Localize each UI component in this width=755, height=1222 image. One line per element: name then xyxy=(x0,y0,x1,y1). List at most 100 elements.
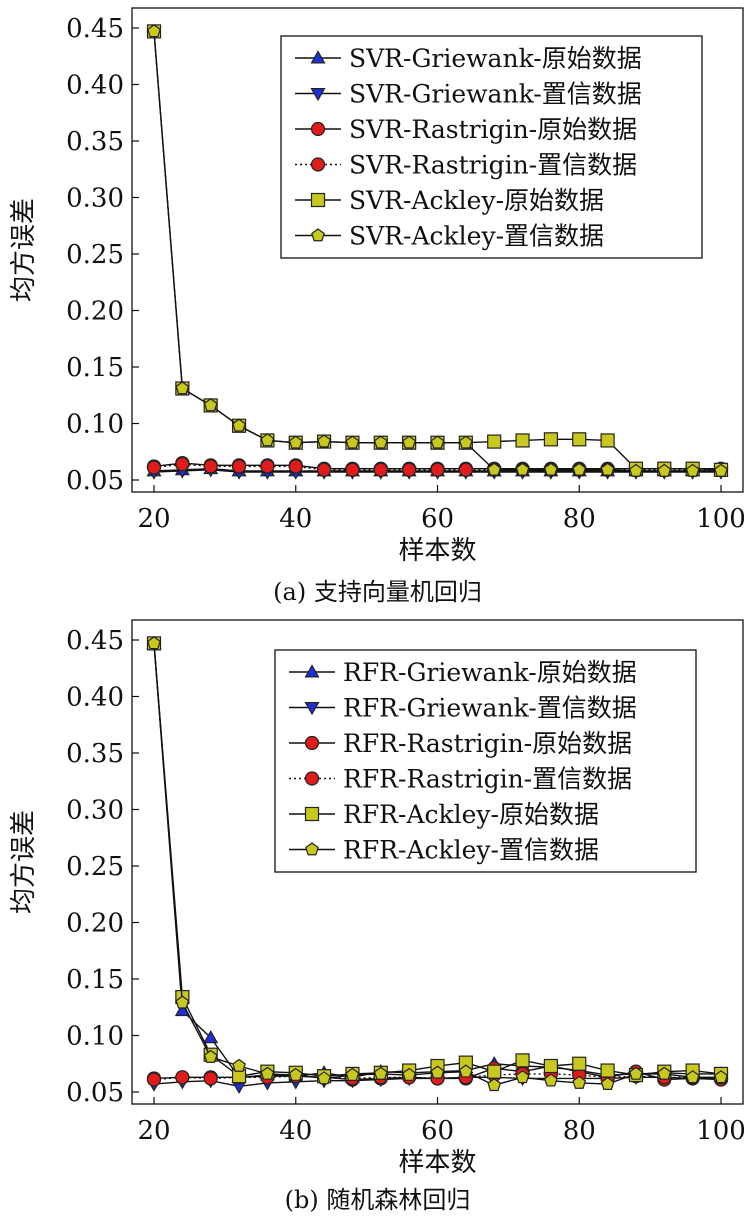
legend-entry: RFR-Griewank-原始数据 xyxy=(343,658,637,687)
data-point xyxy=(203,1030,219,1044)
x-axis-label: 样本数 xyxy=(398,536,476,566)
data-point xyxy=(175,995,190,1009)
x-axis-label: 样本数 xyxy=(398,1148,476,1178)
data-point xyxy=(317,462,332,477)
chart-rfr: 0.05 0.10 0.15 0.20 0.25 0.30 0.35 0.40 0.45 20 40… xyxy=(9,619,746,1178)
x-tick-label: 60 xyxy=(421,1116,454,1146)
legend-box xyxy=(280,35,703,259)
data-point xyxy=(515,1053,530,1068)
legend-entry: SVR-Griewank-置信数据 xyxy=(349,80,642,109)
chart-caption: (b) 随机森林回归 xyxy=(284,1186,471,1214)
legend-entry: RFR-Ackley-置信数据 xyxy=(343,836,599,865)
data-point xyxy=(260,1066,275,1080)
data-point xyxy=(345,435,360,449)
data-point xyxy=(402,435,417,449)
data-point xyxy=(572,1056,587,1071)
legend-marker xyxy=(311,228,325,242)
data-point xyxy=(515,1070,530,1084)
y-tick-label: 0.05 xyxy=(66,1078,124,1108)
legend-entry: RFR-Rastrigin-置信数据 xyxy=(343,765,632,794)
data-point xyxy=(203,459,218,474)
data-point xyxy=(487,1077,502,1092)
data-point xyxy=(657,1066,672,1080)
data-point xyxy=(231,459,247,474)
y-tick-label: 0.05 xyxy=(66,466,124,496)
legend-marker xyxy=(310,50,326,64)
chart-caption: (a) 支持向量机回归 xyxy=(273,578,482,606)
data-point xyxy=(543,432,559,447)
data-point xyxy=(260,433,275,447)
data-point xyxy=(317,434,331,448)
data-point xyxy=(232,1058,246,1072)
data-point xyxy=(232,418,246,432)
y-axis-label: 均方误差 xyxy=(9,810,39,914)
data-point xyxy=(146,460,162,475)
y-axis-label: 均方误差 xyxy=(9,198,39,302)
data-point xyxy=(317,1071,331,1085)
data-point xyxy=(600,1076,615,1090)
data-point xyxy=(487,434,502,449)
data-point xyxy=(515,433,530,448)
x-tick-label: 60 xyxy=(421,504,454,534)
data-point xyxy=(402,462,417,477)
data-point xyxy=(572,432,587,447)
series-pentagon xyxy=(147,636,728,1092)
chart-svr: 0.05 0.10 0.15 0.20 0.25 0.30 0.35 0.40 0.45 20 40… xyxy=(9,7,746,566)
legend-box xyxy=(274,649,697,873)
data-point xyxy=(175,381,190,395)
data-point xyxy=(458,1064,473,1078)
data-point xyxy=(288,1067,303,1081)
data-point xyxy=(714,463,728,477)
legend-entry: SVR-Griewank-原始数据 xyxy=(349,44,642,73)
y-tick-label: 0.45 xyxy=(66,626,124,656)
y-tick-label: 0.40 xyxy=(66,683,124,713)
y-tick-label: 0.45 xyxy=(66,14,124,44)
data-point xyxy=(600,433,615,448)
x-tick-label: 40 xyxy=(279,1116,312,1146)
x-tick-label: 80 xyxy=(563,504,596,534)
data-point xyxy=(373,462,388,477)
y-tick-label: 0.15 xyxy=(66,965,124,995)
legend-marker xyxy=(310,157,326,172)
data-point xyxy=(402,1067,417,1081)
y-tick-label: 0.40 xyxy=(66,71,124,101)
legend-entry: SVR-Ackley-置信数据 xyxy=(349,222,604,251)
legend-marker xyxy=(310,121,326,137)
y-tick-label: 0.35 xyxy=(66,739,124,769)
y-tick-label: 0.20 xyxy=(66,909,124,939)
data-point xyxy=(572,462,587,476)
legend-marker xyxy=(310,88,326,102)
data-point xyxy=(600,1063,615,1078)
legend-marker xyxy=(310,192,326,208)
data-point xyxy=(515,462,530,476)
data-point xyxy=(175,1070,190,1085)
data-point xyxy=(175,457,190,472)
legend-marker xyxy=(304,771,320,786)
legend: SVR-Griewank-原始数据 SVR-Griewank-置信数据 SVR-Ra… xyxy=(280,35,703,259)
chart-panel-rfr: 0.05 0.10 0.15 0.20 0.25 0.30 0.35 0.40 0.45 20 40… xyxy=(0,612,755,1222)
data-point xyxy=(629,1066,643,1080)
legend-marker xyxy=(305,842,319,856)
y-tick-label: 0.25 xyxy=(66,240,124,270)
data-point xyxy=(147,24,161,38)
data-point xyxy=(544,462,558,476)
legend-entry: SVR-Rastrigin-原始数据 xyxy=(349,115,637,144)
y-tick-label: 0.10 xyxy=(66,410,124,440)
data-point xyxy=(345,462,360,477)
legend-entry: RFR-Rastrigin-原始数据 xyxy=(343,729,632,758)
y-tick-label: 0.20 xyxy=(66,297,124,327)
x-tick-label: 20 xyxy=(137,1116,170,1146)
data-point xyxy=(203,1071,218,1086)
y-tick-label: 0.10 xyxy=(66,1022,124,1052)
data-point xyxy=(288,459,303,474)
data-point xyxy=(572,1075,587,1089)
legend: RFR-Griewank-原始数据 RFR-Griewank-置信数据 RFR-Ra… xyxy=(274,649,697,873)
data-point xyxy=(714,1070,728,1084)
legend-marker xyxy=(304,664,320,678)
data-point xyxy=(345,1067,360,1081)
data-point xyxy=(373,1066,388,1080)
legend-marker xyxy=(304,735,320,751)
data-point xyxy=(487,462,502,476)
data-point xyxy=(288,435,303,449)
data-point xyxy=(657,463,672,477)
